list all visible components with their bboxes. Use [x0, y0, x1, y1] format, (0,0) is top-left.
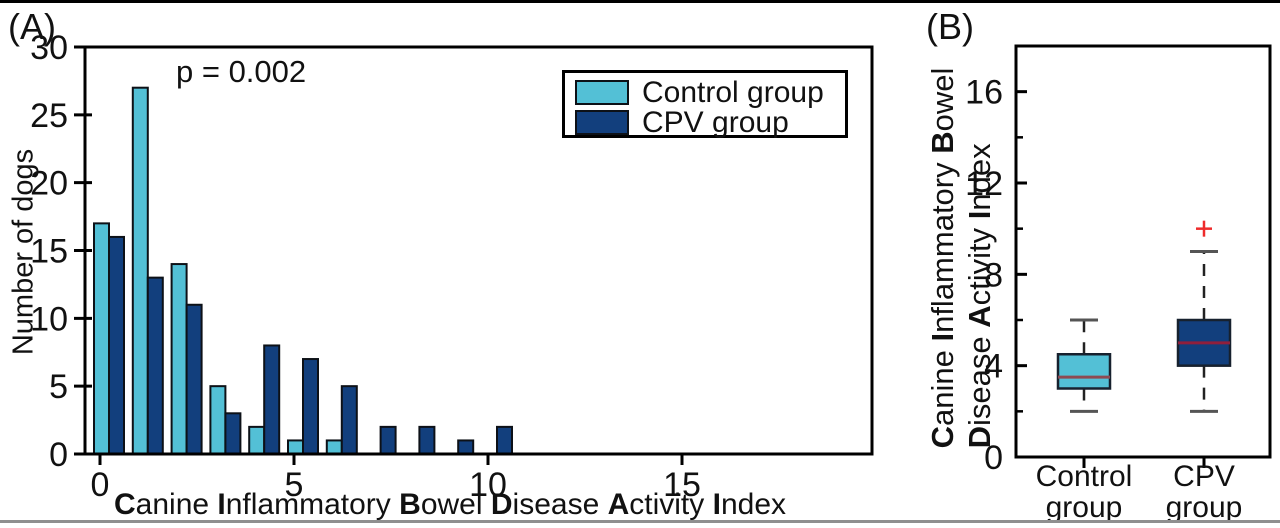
panel-a-ytick-label-5: 5: [49, 368, 68, 406]
bold-initial: B: [399, 488, 421, 521]
panel-a-ytick-label-20: 20: [30, 165, 68, 203]
top-border-line: [0, 0, 1280, 3]
bar-cpv-x10: [496, 425, 513, 456]
bar-cpv-x6: [340, 385, 358, 455]
bar-cpv-x8: [418, 425, 436, 456]
panel-b-ylabel-line: Canine Inflammatory Bowel: [924, 67, 960, 449]
bold-initial: A: [962, 305, 997, 328]
panel-b-frame: [1014, 44, 1272, 459]
panel-b-xtick-cpv-group: CPV group: [1165, 460, 1243, 525]
bar-control-x1: [131, 86, 149, 455]
bar-cpv-x7: [379, 425, 397, 456]
panel-b-ytick-label-8: 8: [984, 256, 1003, 294]
panel-b-ylabel: Canine Inflammatory Bowel Disease Activit…: [924, 68, 998, 449]
panel-b-ytick-label-16: 16: [965, 74, 1003, 112]
panel-b-label: (B): [926, 6, 974, 47]
panel-a-xtick-label-5: 5: [285, 466, 304, 504]
panel-a-ytick-label-30: 30: [30, 29, 68, 67]
panel-a-ylabel: Number of dogs: [7, 148, 40, 356]
legend: Control group CPV group: [562, 70, 848, 138]
bar-control-x3: [209, 385, 227, 455]
bar-cpv-x3: [224, 412, 242, 455]
panel-a-xtick-label-10: 10: [469, 466, 507, 504]
bar-control-x6: [325, 439, 343, 455]
bold-initial: D: [962, 426, 997, 449]
bold-initial: C: [113, 488, 136, 521]
bold-initial: C: [924, 426, 960, 449]
bold-initial: I: [217, 488, 226, 521]
bottom-border-line: [0, 520, 1280, 523]
bar-cpv-x1: [146, 276, 164, 455]
control-box: [1056, 353, 1112, 390]
cpv-group-swatch: [575, 110, 629, 135]
panel-a-label: (A): [8, 6, 56, 47]
bold-initial: I: [962, 210, 997, 220]
legend-label-control: Control group: [642, 75, 824, 109]
bar-cpv-x5: [302, 358, 319, 455]
panel-b-ytick-label-12: 12: [965, 165, 1003, 203]
bar-control-x4: [248, 425, 266, 456]
legend-row-control: Control group: [575, 75, 845, 109]
bar-control-x5: [287, 439, 304, 455]
panel-a-ytick-label-25: 25: [30, 97, 68, 135]
legend-label-cpv: CPV group: [642, 105, 789, 139]
panel-a-ytick-label-15: 15: [30, 233, 68, 271]
bold-initial: I: [712, 488, 721, 521]
bold-initial: I: [924, 332, 960, 342]
bar-cpv-x0: [108, 235, 125, 455]
panel-a-xtick-label-15: 15: [663, 466, 701, 504]
bar-control-x0: [93, 222, 110, 455]
panel-a-ytick-label-0: 0: [49, 436, 68, 474]
bar-cpv-x9: [457, 439, 475, 455]
bar-control-x2: [170, 263, 188, 456]
legend-row-cpv: CPV group: [575, 105, 845, 139]
bar-cpv-x4: [263, 344, 281, 456]
panel-b-xtick-control-group: Control group: [1035, 460, 1133, 525]
panel-b-ylabel-line: Disease Activity Index: [962, 143, 997, 449]
panel-b-ytick-label-4: 4: [984, 348, 1003, 386]
panel-a-xlabel: Canine Inflammatory Bowel Disease Activi…: [113, 488, 787, 521]
control-group-swatch: [575, 80, 629, 105]
bold-initial: D: [490, 488, 513, 521]
panel-a-ytick-label-10: 10: [30, 300, 68, 338]
panel-a-xtick-label-0: 0: [91, 466, 110, 504]
bar-cpv-x2: [185, 303, 203, 455]
bold-initial: A: [607, 488, 630, 521]
p-value-annotation: p = 0.002: [176, 54, 307, 89]
bold-initial: B: [924, 131, 960, 154]
panel-b-ytick-label-0: 0: [984, 439, 1003, 477]
